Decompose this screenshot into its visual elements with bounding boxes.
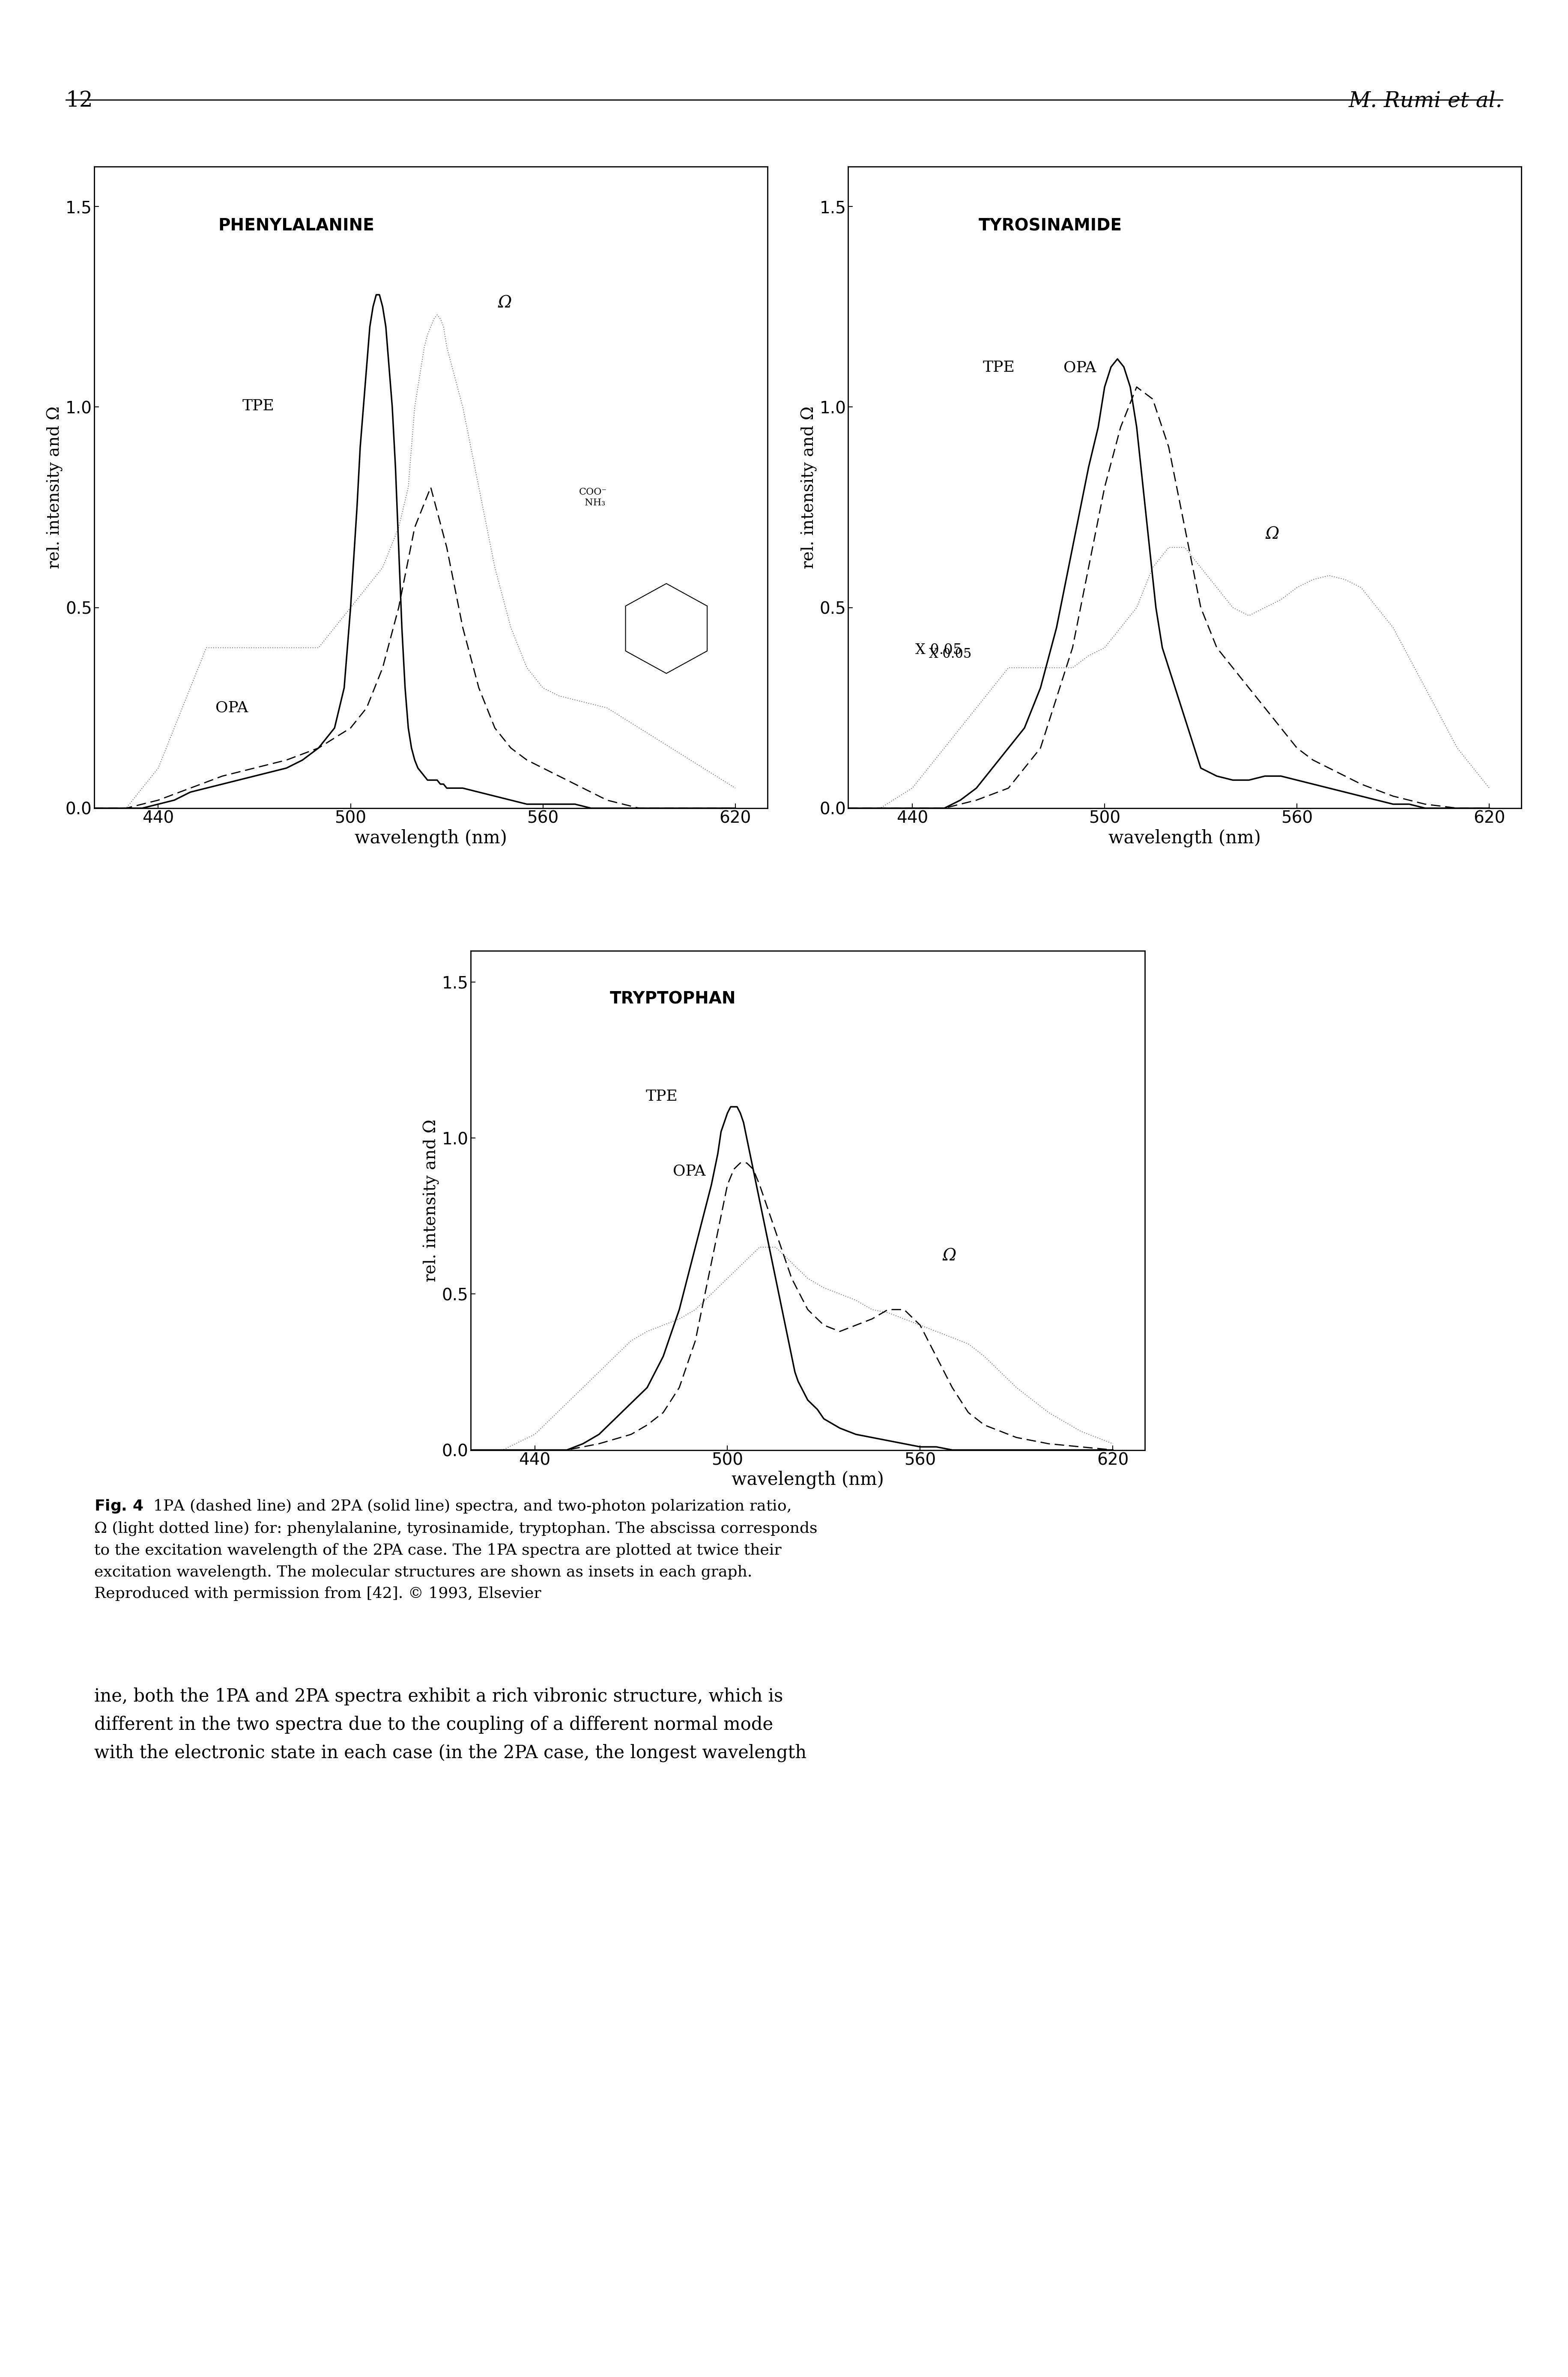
Text: TPE: TPE (646, 1089, 677, 1103)
Text: Ω: Ω (1265, 525, 1279, 542)
Text: ine, both the 1PA and 2PA spectra exhibit a rich vibronic structure, which is
di: ine, both the 1PA and 2PA spectra exhibi… (94, 1688, 806, 1761)
Text: COO⁻
  NH₃: COO⁻ NH₃ (579, 487, 607, 509)
Text: Ω: Ω (942, 1248, 956, 1265)
Text: 12: 12 (66, 90, 93, 112)
Y-axis label: rel. intensity and Ω: rel. intensity and Ω (801, 406, 817, 568)
Text: X 0.05: X 0.05 (916, 644, 961, 656)
Text: X 0.05: X 0.05 (928, 647, 971, 661)
Text: OPA: OPA (215, 701, 248, 715)
Text: TPE: TPE (241, 399, 274, 414)
Text: TRYPTOPHAN: TRYPTOPHAN (610, 991, 735, 1008)
Text: TPE: TPE (983, 361, 1014, 376)
X-axis label: wavelength (nm): wavelength (nm) (1109, 830, 1261, 846)
Text: TYROSINAMIDE: TYROSINAMIDE (978, 219, 1121, 233)
Y-axis label: rel. intensity and Ω: rel. intensity and Ω (47, 406, 63, 568)
Text: OPA: OPA (673, 1165, 706, 1179)
Text: $\bf{Fig.\,4}$  1PA (dashed line) and 2PA (solid line) spectra, and two-photon p: $\bf{Fig.\,4}$ 1PA (dashed line) and 2PA… (94, 1498, 817, 1600)
Y-axis label: rel. intensity and Ω: rel. intensity and Ω (423, 1120, 439, 1281)
Text: M. Rumi et al.: M. Rumi et al. (1348, 90, 1502, 112)
Text: Ω: Ω (499, 295, 511, 311)
X-axis label: wavelength (nm): wavelength (nm) (731, 1471, 884, 1488)
Text: PHENYLALANINE: PHENYLALANINE (218, 219, 375, 233)
X-axis label: wavelength (nm): wavelength (nm) (354, 830, 506, 846)
Text: OPA: OPA (1063, 361, 1096, 376)
